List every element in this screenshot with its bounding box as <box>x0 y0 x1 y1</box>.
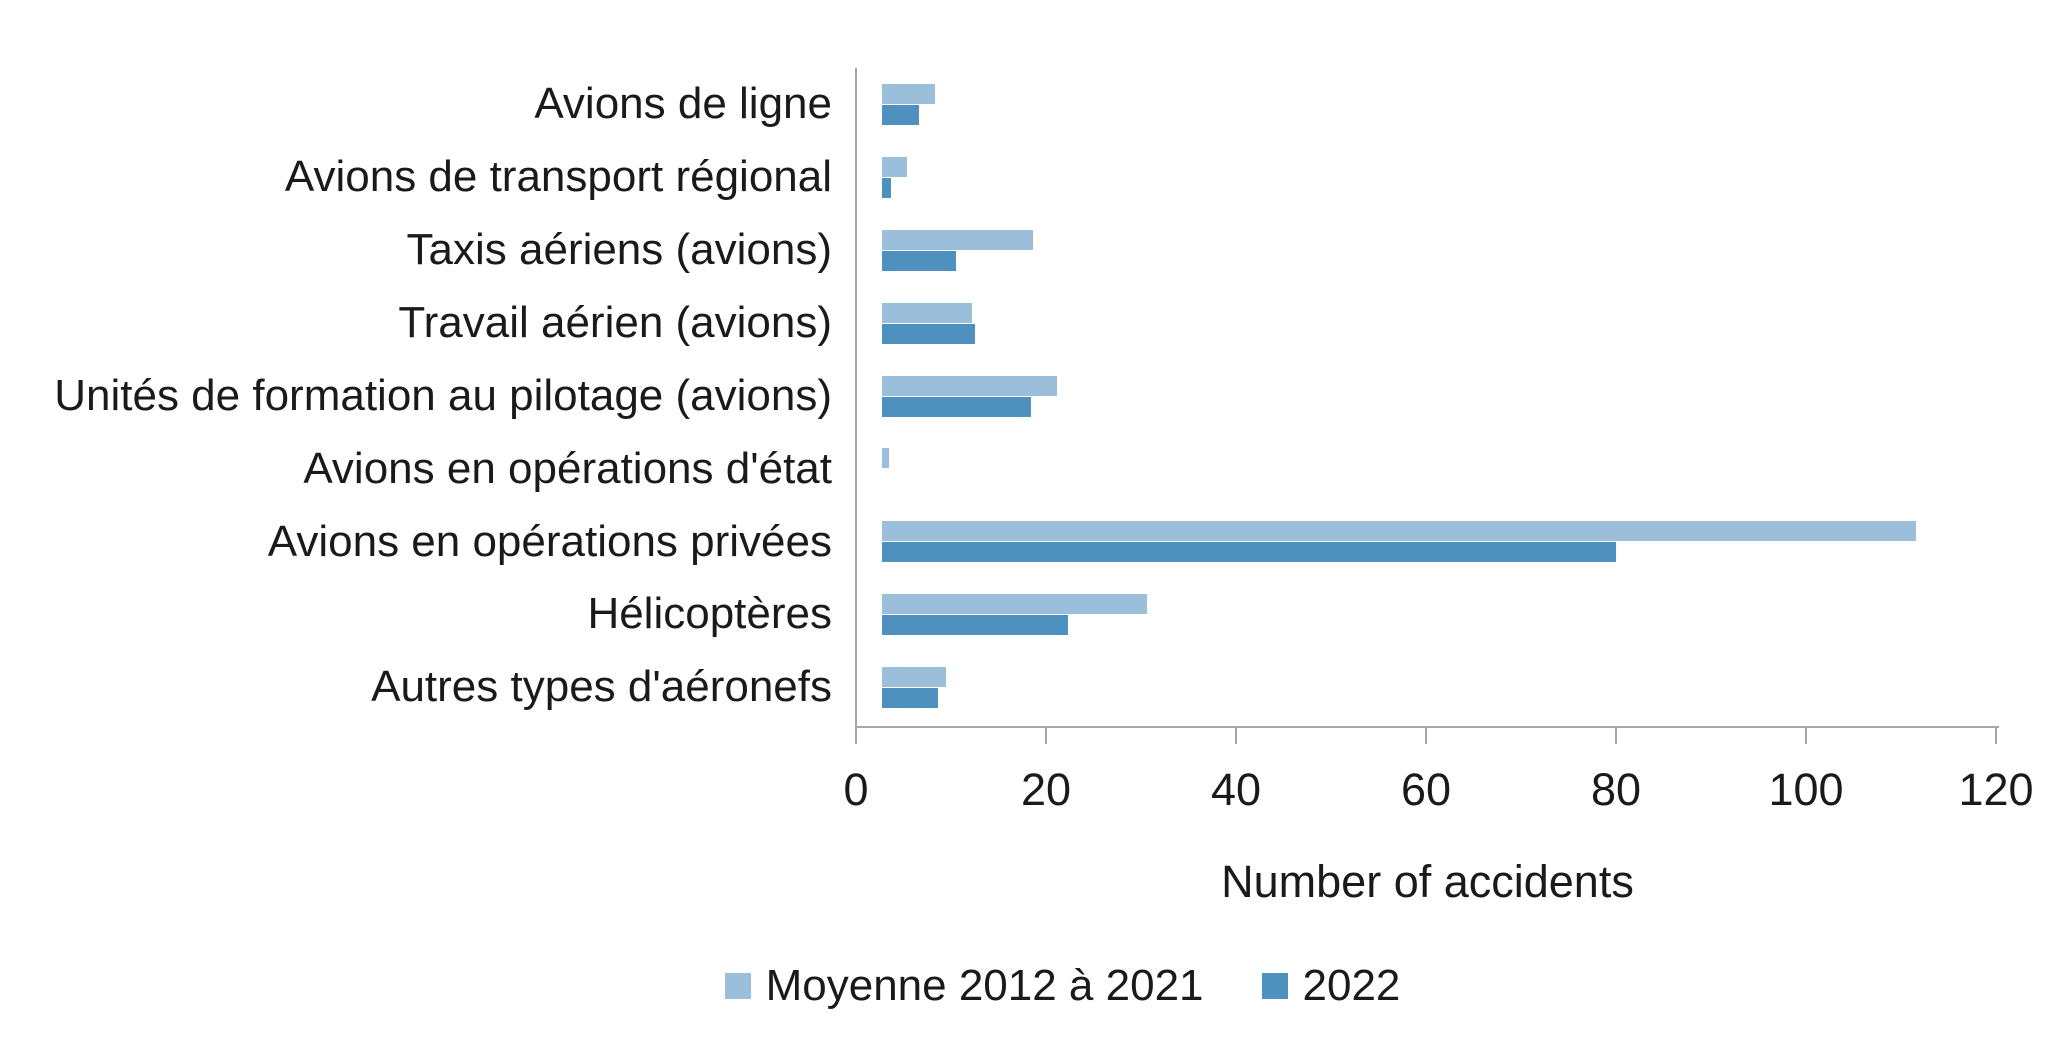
bar-2022 <box>882 615 1068 636</box>
chart-row: Hélicoptères <box>40 578 1997 651</box>
category-label: Travail aérien (avions) <box>398 297 832 347</box>
bar-2022 <box>882 688 938 709</box>
legend-swatch-icon <box>724 973 751 999</box>
legend: Moyenne 2012 à 2021 2022 <box>40 961 2045 1011</box>
bar-average-2012-2021 <box>882 375 1057 396</box>
x-axis-tick <box>1045 728 1047 744</box>
bar-group <box>882 141 1997 214</box>
bar-average-2012-2021 <box>882 667 947 688</box>
category-label: Avions de transport régional <box>284 152 832 202</box>
x-axis-tick-label: 120 <box>1958 764 2034 815</box>
category-label: Autres types d'aéronefs <box>371 662 832 712</box>
bar-average-2012-2021 <box>882 229 1034 250</box>
category-label: Avions de ligne <box>534 79 832 129</box>
x-axis-tick <box>1805 728 1807 744</box>
x-axis-tick-label: 20 <box>1020 764 1072 815</box>
bar-average-2012-2021 <box>882 83 935 104</box>
x-axis-tick <box>1425 728 1427 744</box>
category-label: Avions en opérations privées <box>267 516 832 566</box>
bar-2022 <box>882 396 1031 417</box>
category-label: Taxis aériens (avions) <box>406 225 833 275</box>
bar-average-2012-2021 <box>882 302 973 323</box>
bar-group <box>882 287 1997 360</box>
bar-2022 <box>882 542 1617 563</box>
bar-2022 <box>882 250 957 271</box>
x-axis-ticks <box>855 728 1997 744</box>
category-label: Avions en opérations d'état <box>303 443 832 493</box>
x-axis-line <box>855 726 1999 728</box>
plot-area: Avions de ligne Avions de transport régio… <box>40 68 1997 724</box>
bar-group <box>882 578 1997 651</box>
bar-2022 <box>882 104 920 125</box>
chart-row: Taxis aériens (avions) <box>40 214 1997 287</box>
x-axis-tick <box>1615 728 1617 744</box>
legend-label: 2022 <box>1302 961 1401 1010</box>
chart-row: Travail aérien (avions) <box>40 287 1997 360</box>
chart-row: Autres types d'aéronefs <box>40 651 1997 724</box>
legend-item-2022: 2022 <box>1261 961 1401 1011</box>
chart-row: Avions de ligne <box>40 68 1997 141</box>
legend-label: Moyenne 2012 à 2021 <box>765 961 1204 1010</box>
chart-row: Avions en opérations privées <box>40 505 1997 578</box>
x-axis-tick-label: 40 <box>1210 764 1262 815</box>
chart-row: Avions de transport régional <box>40 141 1997 214</box>
x-axis-tick-label: 60 <box>1400 764 1452 815</box>
x-axis-title: Number of accidents <box>1221 856 1634 907</box>
chart-row: Avions en opérations d'état <box>40 432 1997 505</box>
bar-group <box>882 432 1997 505</box>
y-axis-line <box>855 68 857 728</box>
category-label: Hélicoptères <box>587 589 832 639</box>
bar-average-2012-2021 <box>882 594 1147 615</box>
bar-average-2012-2021 <box>882 448 890 469</box>
chart-row: Unités de formation au pilotage (avions) <box>40 360 1997 433</box>
x-axis-tick-label: 0 <box>843 764 869 815</box>
bar-group <box>882 68 1997 141</box>
accidents-bar-chart: Avions de ligne Avions de transport régio… <box>40 16 2034 1023</box>
bar-group <box>882 651 1997 724</box>
bar-2022 <box>882 177 892 198</box>
legend-item-average: Moyenne 2012 à 2021 <box>724 961 1204 1011</box>
bar-group <box>882 505 1997 578</box>
bar-group <box>882 360 1997 433</box>
legend-swatch-icon <box>1261 973 1288 999</box>
bar-2022 <box>882 323 975 344</box>
bar-average-2012-2021 <box>882 156 908 177</box>
x-axis-tick <box>855 728 857 744</box>
category-label: Unités de formation au pilotage (avions) <box>54 370 832 420</box>
x-axis-tick-label: 100 <box>1768 764 1844 815</box>
x-axis-tick-labels: 0 20 40 60 80 100 120 <box>843 764 2033 820</box>
bar-average-2012-2021 <box>882 521 1917 542</box>
x-axis-tick <box>1235 728 1237 744</box>
x-axis-tick <box>1995 728 1997 744</box>
x-axis-tick-label: 80 <box>1590 764 1642 815</box>
bar-group <box>882 214 1997 287</box>
